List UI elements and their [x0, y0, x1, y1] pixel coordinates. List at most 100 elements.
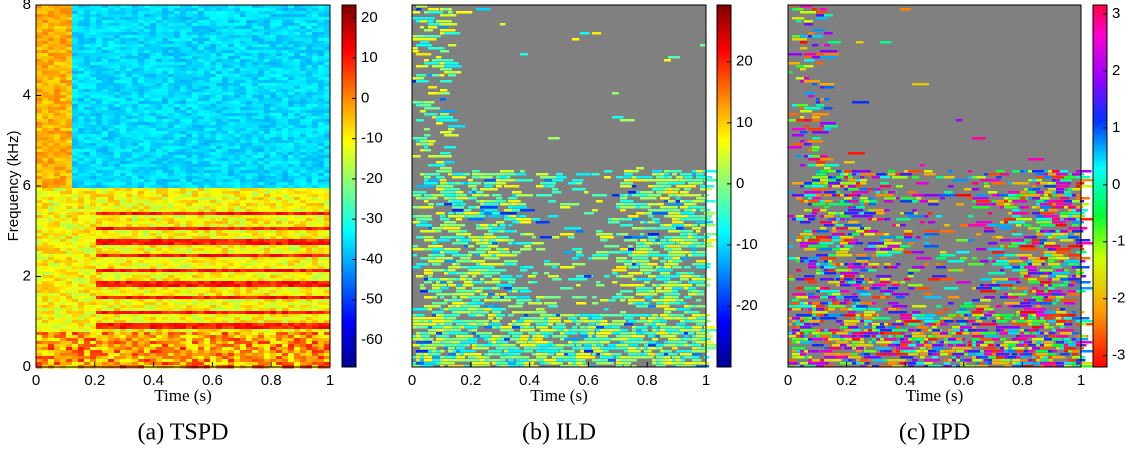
texture: [258, 224, 265, 228]
texture: [42, 230, 49, 234]
texture: [54, 113, 61, 117]
texture: [198, 260, 205, 264]
texture: [288, 74, 295, 78]
texture: [216, 263, 223, 267]
texture: [174, 11, 181, 15]
texture: [48, 122, 55, 126]
texture: [216, 113, 223, 117]
texture: [222, 221, 229, 225]
texture: [138, 116, 145, 120]
texture: [210, 227, 217, 231]
texture: [240, 227, 247, 231]
texture: [150, 251, 157, 255]
texture: [138, 20, 145, 24]
texture: [300, 194, 307, 198]
texture: [54, 101, 61, 105]
texture: [198, 275, 205, 279]
texture: [84, 8, 91, 12]
texture: [144, 137, 151, 141]
texture: [318, 203, 325, 207]
texture: [90, 68, 97, 72]
texture: [78, 89, 85, 93]
texture: [252, 89, 259, 93]
texture: [48, 239, 55, 243]
texture: [126, 32, 133, 36]
texture: [132, 125, 139, 129]
texture: [198, 269, 205, 273]
texture: [90, 155, 97, 159]
texture: [126, 215, 133, 219]
texture: [132, 80, 139, 84]
texture: [222, 47, 229, 51]
texture: [306, 218, 313, 222]
texture: [102, 110, 109, 114]
texture: [252, 278, 259, 282]
texture: [306, 296, 313, 300]
texture: [264, 80, 271, 84]
texture: [66, 305, 73, 309]
texture: [102, 101, 109, 105]
texture: [90, 86, 97, 90]
texture: [60, 290, 67, 294]
texture: [174, 23, 181, 27]
texture: [276, 113, 283, 117]
texture: [252, 68, 259, 72]
texture: [42, 236, 49, 240]
texture: [276, 56, 283, 60]
texture: [66, 278, 73, 282]
texture: [174, 242, 181, 246]
texture: [312, 299, 319, 303]
texture: [156, 272, 163, 276]
texture: [210, 224, 217, 228]
texture: [72, 32, 79, 36]
texture: [198, 293, 205, 297]
texture: [264, 254, 271, 258]
texture: [90, 272, 97, 276]
texture: [36, 305, 43, 309]
texture: [102, 197, 109, 201]
texture: [246, 224, 253, 228]
texture: [48, 272, 55, 276]
texture: [192, 143, 199, 147]
texture: [102, 269, 109, 273]
texture: [306, 32, 313, 36]
texture: [234, 65, 241, 69]
texture: [288, 167, 295, 171]
texture: [324, 275, 331, 279]
texture: [102, 89, 109, 93]
texture: [198, 251, 205, 255]
texture: [174, 95, 181, 99]
texture: [228, 254, 235, 258]
texture: [42, 188, 49, 192]
texture: [306, 191, 313, 195]
texture: [264, 113, 271, 117]
texture: [264, 20, 271, 24]
texture: [270, 65, 277, 69]
texture: [36, 173, 43, 177]
texture: [258, 71, 265, 75]
texture: [126, 23, 133, 27]
texture: [42, 11, 49, 15]
texture: [204, 155, 211, 159]
texture: [234, 140, 241, 144]
texture: [168, 44, 175, 48]
texture: [186, 227, 193, 231]
texture: [300, 92, 307, 96]
texture: [54, 146, 61, 150]
texture: [300, 206, 307, 210]
texture: [186, 5, 193, 9]
texture: [54, 86, 61, 90]
texture: [204, 14, 211, 18]
texture: [264, 251, 271, 255]
texture: [60, 305, 67, 309]
texture: [78, 35, 85, 39]
texture: [36, 200, 43, 204]
texture: [204, 296, 211, 300]
texture: [306, 23, 313, 27]
texture: [288, 41, 295, 45]
texture: [66, 188, 73, 192]
texture: [132, 185, 139, 189]
texture: [228, 23, 235, 27]
texture: [42, 101, 49, 105]
texture: [276, 161, 283, 165]
